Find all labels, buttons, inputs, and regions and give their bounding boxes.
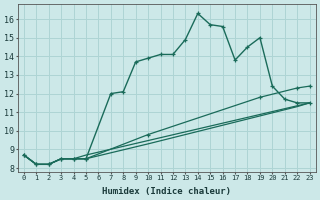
X-axis label: Humidex (Indice chaleur): Humidex (Indice chaleur) bbox=[102, 187, 231, 196]
